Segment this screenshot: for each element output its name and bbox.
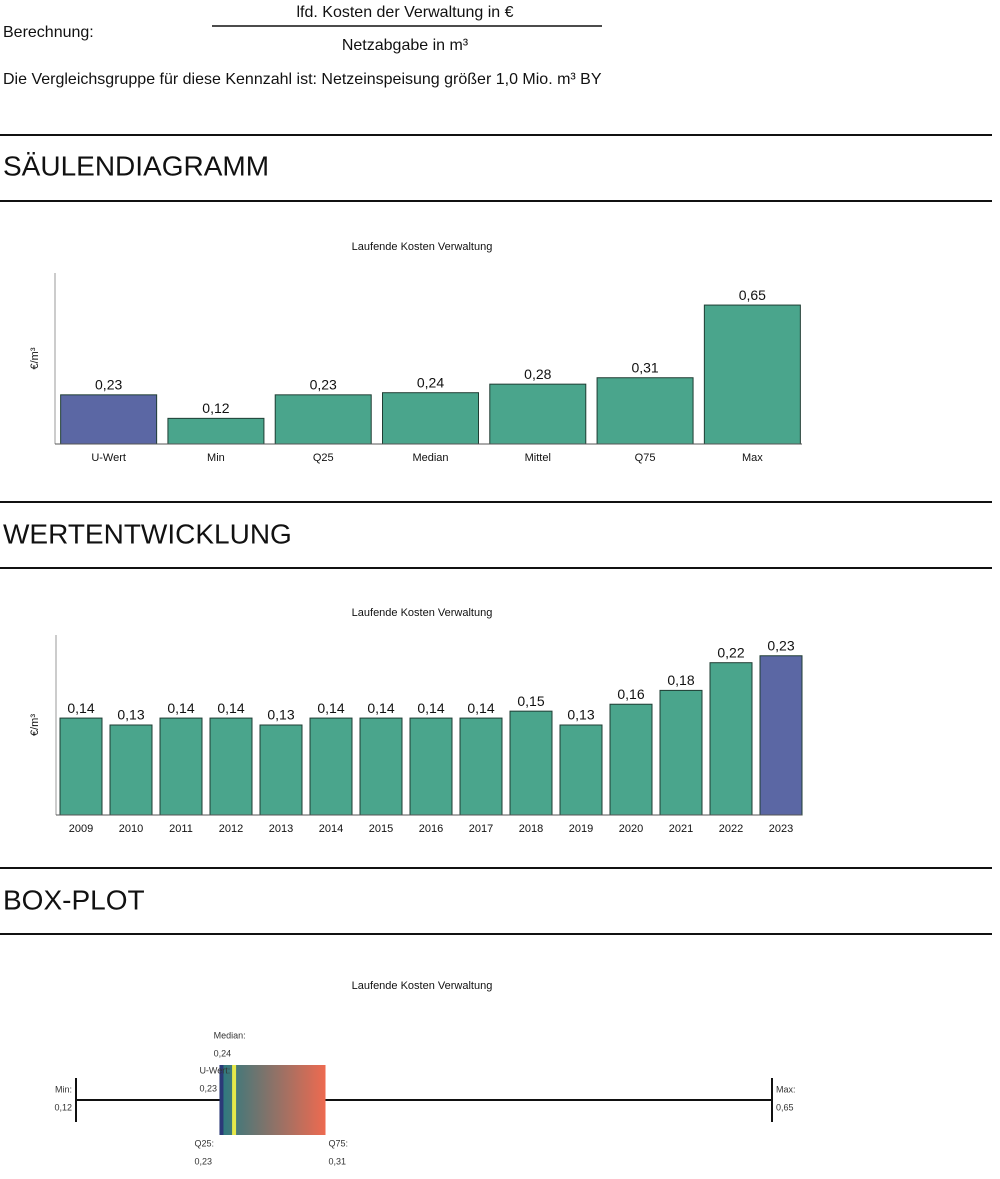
stat-name: Q75: [329, 1138, 349, 1148]
x-tick-label: 2018 [519, 823, 543, 835]
denominator: Netzabgabe in m³ [342, 37, 469, 54]
x-tick-label: 2020 [619, 823, 643, 835]
u-wert-marker [219, 1065, 224, 1135]
data-label: 0,24 [417, 374, 444, 390]
x-tick-label: 2022 [719, 823, 743, 835]
bar [596, 377, 694, 445]
bar [259, 724, 303, 816]
stat-name: Min: [55, 1084, 72, 1094]
bar [489, 383, 587, 445]
y-axis-label: €/m³ [29, 714, 41, 736]
median-line [232, 1065, 237, 1135]
x-tick-label: 2010 [119, 823, 143, 835]
x-tick-label: 2014 [319, 823, 343, 835]
comparison-text: Die Vergleichsgruppe für diese Kennzahl … [3, 71, 602, 88]
x-tick-label: 2023 [769, 823, 793, 835]
calc-label: Berechnung: [3, 24, 94, 41]
bar [382, 392, 479, 445]
bar [659, 689, 703, 816]
x-tick-label: Q25 [313, 452, 334, 464]
bar [359, 717, 403, 816]
data-label: 0,15 [517, 693, 544, 709]
data-label: 0,23 [767, 637, 794, 653]
x-tick-label: Median [412, 452, 448, 464]
stat-value: 0,31 [329, 1156, 347, 1166]
data-label: 0,13 [567, 707, 594, 723]
stat-value: 0,23 [194, 1156, 212, 1166]
bar [60, 394, 158, 445]
stat-name: U-Wert: [199, 1065, 230, 1075]
bar [274, 394, 372, 445]
x-tick-label: Q75 [635, 452, 656, 464]
x-tick-label: 2019 [569, 823, 593, 835]
bar [609, 703, 653, 816]
x-tick-label: 2012 [219, 823, 243, 835]
chart-title: Laufende Kosten Verwaltung [352, 980, 493, 992]
data-label: 0,16 [617, 686, 644, 702]
bar [409, 717, 453, 816]
stat-value: 0,24 [214, 1048, 232, 1058]
x-tick-label: U-Wert [91, 452, 126, 464]
bar [59, 717, 103, 816]
numerator: lfd. Kosten der Verwaltung in € [296, 4, 513, 21]
x-tick-label: 2016 [419, 823, 443, 835]
data-label: 0,14 [317, 700, 344, 716]
chart-title: Laufende Kosten Verwaltung [352, 607, 493, 619]
section-heading: BOX-PLOT [3, 884, 145, 915]
chart-title: Laufende Kosten Verwaltung [352, 241, 493, 253]
section-heading: SÄULENDIAGRAMM [3, 150, 269, 181]
stat-name: Q25: [194, 1138, 214, 1148]
data-label: 0,14 [467, 700, 494, 716]
data-label: 0,28 [524, 366, 551, 382]
data-label: 0,31 [631, 359, 658, 375]
data-label: 0,13 [117, 707, 144, 723]
data-label: 0,23 [310, 377, 337, 393]
data-label: 0,22 [717, 644, 744, 660]
bar [459, 717, 503, 816]
box [220, 1065, 326, 1135]
x-tick-label: 2021 [669, 823, 693, 835]
x-tick-label: Min [207, 452, 225, 464]
x-tick-label: Mittel [525, 452, 551, 464]
y-axis-label: €/m³ [29, 347, 41, 369]
data-label: 0,18 [667, 672, 694, 688]
x-tick-label: 2015 [369, 823, 393, 835]
x-tick-label: 2013 [269, 823, 293, 835]
data-label: 0,14 [67, 700, 94, 716]
bar [309, 717, 353, 816]
x-tick-label: 2017 [469, 823, 493, 835]
x-tick-label: 2011 [169, 823, 193, 835]
stat-name: Max: [776, 1084, 796, 1094]
data-label: 0,14 [217, 700, 244, 716]
section-heading: WERTENTWICKLUNG [3, 518, 292, 549]
data-label: 0,65 [739, 287, 766, 303]
data-label: 0,14 [167, 700, 194, 716]
bar [167, 417, 265, 445]
data-label: 0,14 [367, 700, 394, 716]
x-tick-label: Max [742, 452, 763, 464]
bar [559, 724, 603, 816]
x-tick-label: 2009 [69, 823, 93, 835]
bar [703, 304, 801, 445]
bar [209, 717, 253, 816]
bar [159, 717, 203, 816]
data-label: 0,13 [267, 707, 294, 723]
bar [709, 662, 753, 816]
stat-value: 0,23 [199, 1083, 217, 1093]
stat-name: Median: [214, 1030, 246, 1040]
bar [109, 724, 153, 816]
stat-value: 0,65 [776, 1102, 794, 1112]
bar [759, 655, 803, 816]
stat-value: 0,12 [54, 1102, 72, 1112]
bar [509, 710, 553, 816]
data-label: 0,14 [417, 700, 444, 716]
data-label: 0,12 [202, 400, 229, 416]
data-label: 0,23 [95, 377, 122, 393]
